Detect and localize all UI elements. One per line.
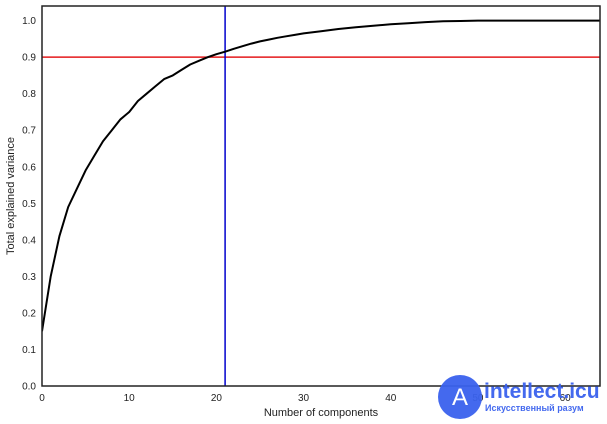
watermark-title: intellect.icu [484,380,600,403]
x-tick-label: 30 [298,393,310,404]
y-tick-label: 1.0 [22,16,36,27]
plot-area [42,6,600,386]
series-line [42,19,600,332]
y-tick-label: 0.0 [22,382,36,393]
y-tick-label: 0.3 [22,272,36,283]
y-axis-ticks: 0.0 0.1 0.2 0.3 0.4 0.5 0.6 0.7 0.8 0.9 1.0 [22,16,36,392]
y-tick-label: 0.2 [22,308,36,319]
watermark-logo: A intellect.icu Искусственный разум [438,375,600,419]
axes-frame [41,5,601,387]
x-tick-label: 20 [211,393,223,404]
watermark-logo-letter: A [452,384,468,411]
y-tick-label: 0.5 [22,199,36,210]
y-tick-label: 0.7 [22,126,36,137]
y-tick-label: 0.9 [22,53,36,64]
y-tick-label: 0.6 [22,162,36,173]
watermark-subtitle: Искусственный разум [485,403,584,413]
x-tick-label: 60 [560,393,572,404]
y-tick-label: 0.4 [22,235,36,246]
x-tick-label: 10 [124,393,136,404]
x-tick-label: 40 [385,393,397,404]
watermark-logo-circle [438,375,482,419]
y-tick-label: 0.8 [22,89,36,100]
x-axis-label: Number of components [264,407,379,419]
y-axis-label: Total explained variance [5,137,17,255]
x-tick-label: 0 [39,393,45,404]
y-tick-label: 0.1 [22,345,36,356]
